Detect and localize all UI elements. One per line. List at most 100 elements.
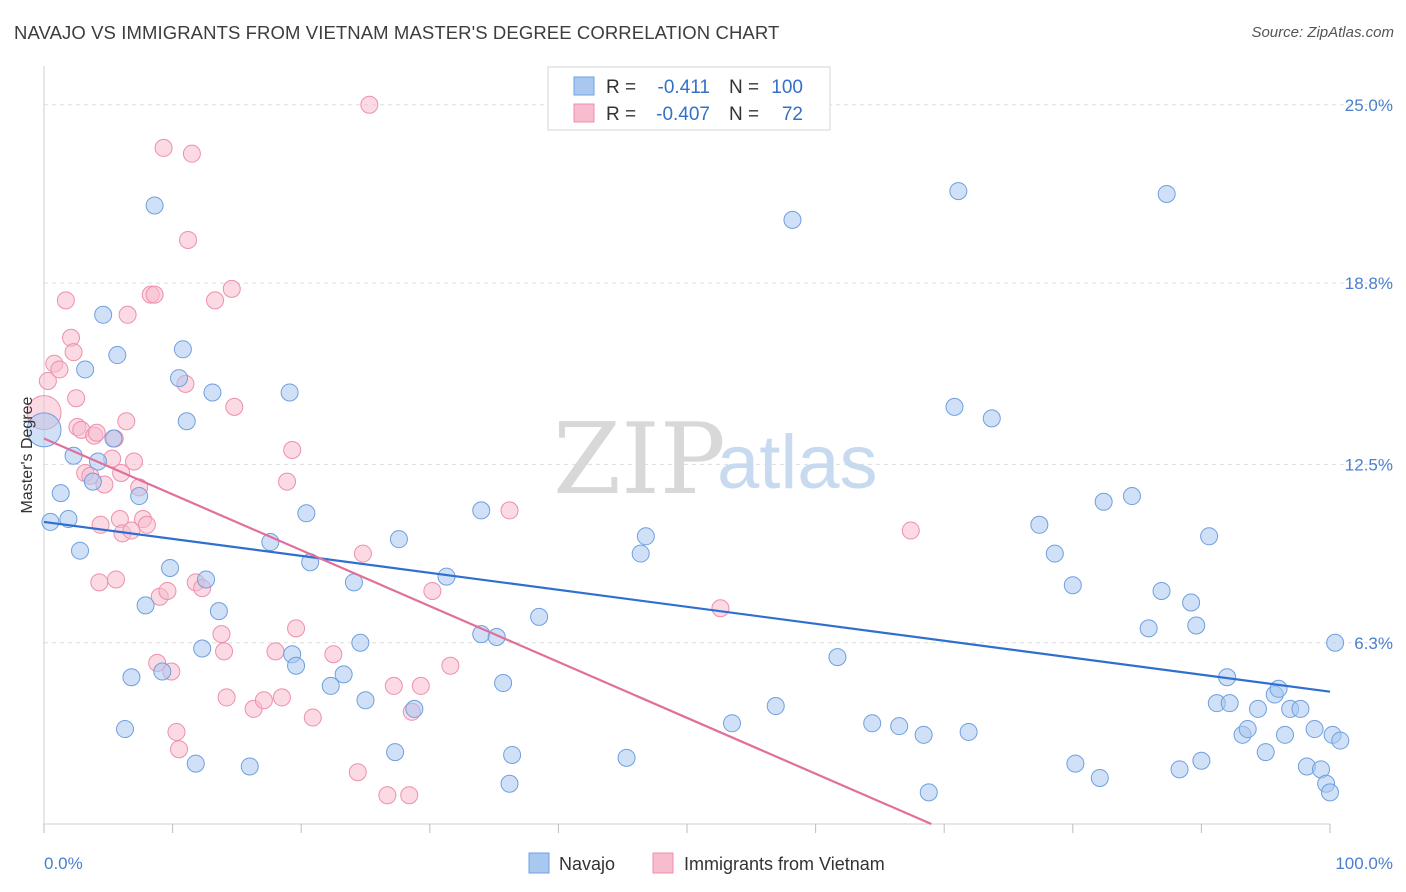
y-tick-label: 25.0%	[1345, 96, 1393, 115]
point-navajo	[1248, 699, 1267, 718]
legend-vietnam-n-label: N =	[729, 104, 759, 125]
point-navajo	[104, 429, 123, 448]
point-navajo	[945, 397, 964, 416]
point-navajo	[1045, 544, 1064, 563]
source-label: Source: ZipAtlas.com	[1251, 24, 1394, 41]
point-navajo	[766, 697, 785, 716]
point-vietnam	[254, 691, 273, 710]
point-navajo	[617, 748, 636, 767]
point-navajo	[153, 662, 172, 681]
legend-top: R = -0.411 N = 100 R = -0.407 N = 72	[547, 66, 831, 131]
point-vietnam	[360, 95, 379, 114]
point-vietnam	[353, 544, 372, 563]
legend-vietnam-r-label: R =	[606, 104, 636, 125]
legend-vietnam-swatch	[573, 103, 595, 123]
point-vietnam	[206, 291, 225, 310]
trend-line-navajo	[43, 520, 1331, 693]
point-vietnam	[500, 501, 519, 520]
legend-navajo-r-value: -0.411	[658, 77, 710, 98]
point-navajo	[959, 722, 978, 741]
legend-vietnam-n-value: 72	[782, 104, 803, 125]
point-vietnam	[423, 581, 442, 600]
point-vietnam	[400, 786, 419, 805]
point-navajo	[1275, 725, 1294, 744]
series-immigrants-from-vietnam	[26, 95, 920, 805]
point-vietnam	[378, 786, 397, 805]
point-navajo	[1139, 619, 1158, 638]
legend-vietnam-r-value: -0.407	[656, 104, 710, 125]
point-navajo	[631, 544, 650, 563]
point-vietnam	[117, 412, 136, 431]
point-navajo	[287, 656, 306, 675]
point-vietnam	[137, 515, 156, 534]
point-navajo	[1030, 515, 1049, 534]
point-navajo	[321, 676, 340, 695]
trend-line-vietnam	[43, 437, 932, 826]
point-navajo	[1187, 616, 1206, 635]
point-navajo	[1063, 576, 1082, 595]
legend-bottom-navajo-swatch	[528, 852, 550, 874]
point-navajo	[203, 383, 222, 402]
point-navajo	[636, 527, 655, 546]
point-vietnam	[158, 581, 177, 600]
point-vietnam	[167, 722, 186, 741]
point-navajo	[334, 665, 353, 684]
point-navajo	[1170, 760, 1189, 779]
point-navajo	[500, 774, 519, 793]
y-tick-label: 18.8%	[1345, 274, 1393, 293]
y-tick-label: 12.5%	[1345, 455, 1393, 474]
x-tick-label: 100.0%	[1335, 854, 1393, 873]
legend-navajo-n-label: N =	[729, 77, 759, 98]
point-navajo	[1094, 492, 1113, 511]
point-navajo	[472, 501, 491, 520]
point-vietnam	[215, 642, 234, 661]
y-axis-label: Master's Degree	[19, 396, 36, 513]
point-vietnam	[272, 688, 291, 707]
point-vietnam	[64, 343, 83, 362]
point-vietnam	[222, 279, 241, 298]
legend-navajo-swatch	[573, 76, 595, 96]
point-vietnam	[118, 305, 137, 324]
watermark-zip: ZIP	[553, 403, 726, 517]
point-navajo	[1200, 527, 1219, 546]
point-vietnam	[179, 230, 198, 249]
point-navajo	[1305, 720, 1324, 739]
point-navajo	[494, 674, 513, 693]
point-vietnam	[411, 676, 430, 695]
point-navajo	[1157, 184, 1176, 203]
point-navajo	[386, 743, 405, 762]
point-navajo	[240, 757, 259, 776]
point-navajo	[51, 484, 70, 503]
point-navajo	[405, 699, 424, 718]
point-navajo	[193, 639, 212, 658]
point-vietnam	[125, 452, 144, 471]
legend-bottom: Navajo Immigrants from Vietnam	[528, 852, 885, 874]
x-tick-labels: 0.0% 100.0%	[44, 854, 1393, 873]
point-vietnam	[283, 441, 302, 459]
point-vietnam	[87, 423, 106, 442]
point-vietnam	[711, 599, 730, 618]
point-navajo	[197, 570, 216, 589]
legend-navajo-n-value: 100	[771, 77, 803, 98]
legend-top-box	[547, 66, 831, 131]
point-vietnam	[348, 763, 367, 782]
point-vietnam	[441, 656, 460, 675]
point-navajo	[161, 558, 180, 577]
point-navajo	[94, 305, 113, 324]
point-navajo	[1122, 487, 1141, 506]
point-navajo	[949, 182, 968, 201]
point-vietnam	[217, 688, 236, 707]
point-navajo	[177, 412, 196, 431]
point-navajo	[783, 210, 802, 229]
point-vietnam	[90, 573, 109, 592]
point-navajo	[351, 633, 370, 652]
point-navajo	[1090, 768, 1109, 787]
point-vietnam	[38, 371, 57, 390]
point-vietnam	[225, 397, 244, 416]
legend-bottom-vietnam-label: Immigrants from Vietnam	[684, 854, 885, 874]
point-navajo	[1220, 694, 1239, 713]
chart-title: NAVAJO VS IMMIGRANTS FROM VIETNAM MASTER…	[14, 22, 780, 43]
point-navajo	[71, 541, 90, 560]
point-navajo	[1269, 679, 1288, 698]
point-vietnam	[50, 360, 69, 379]
